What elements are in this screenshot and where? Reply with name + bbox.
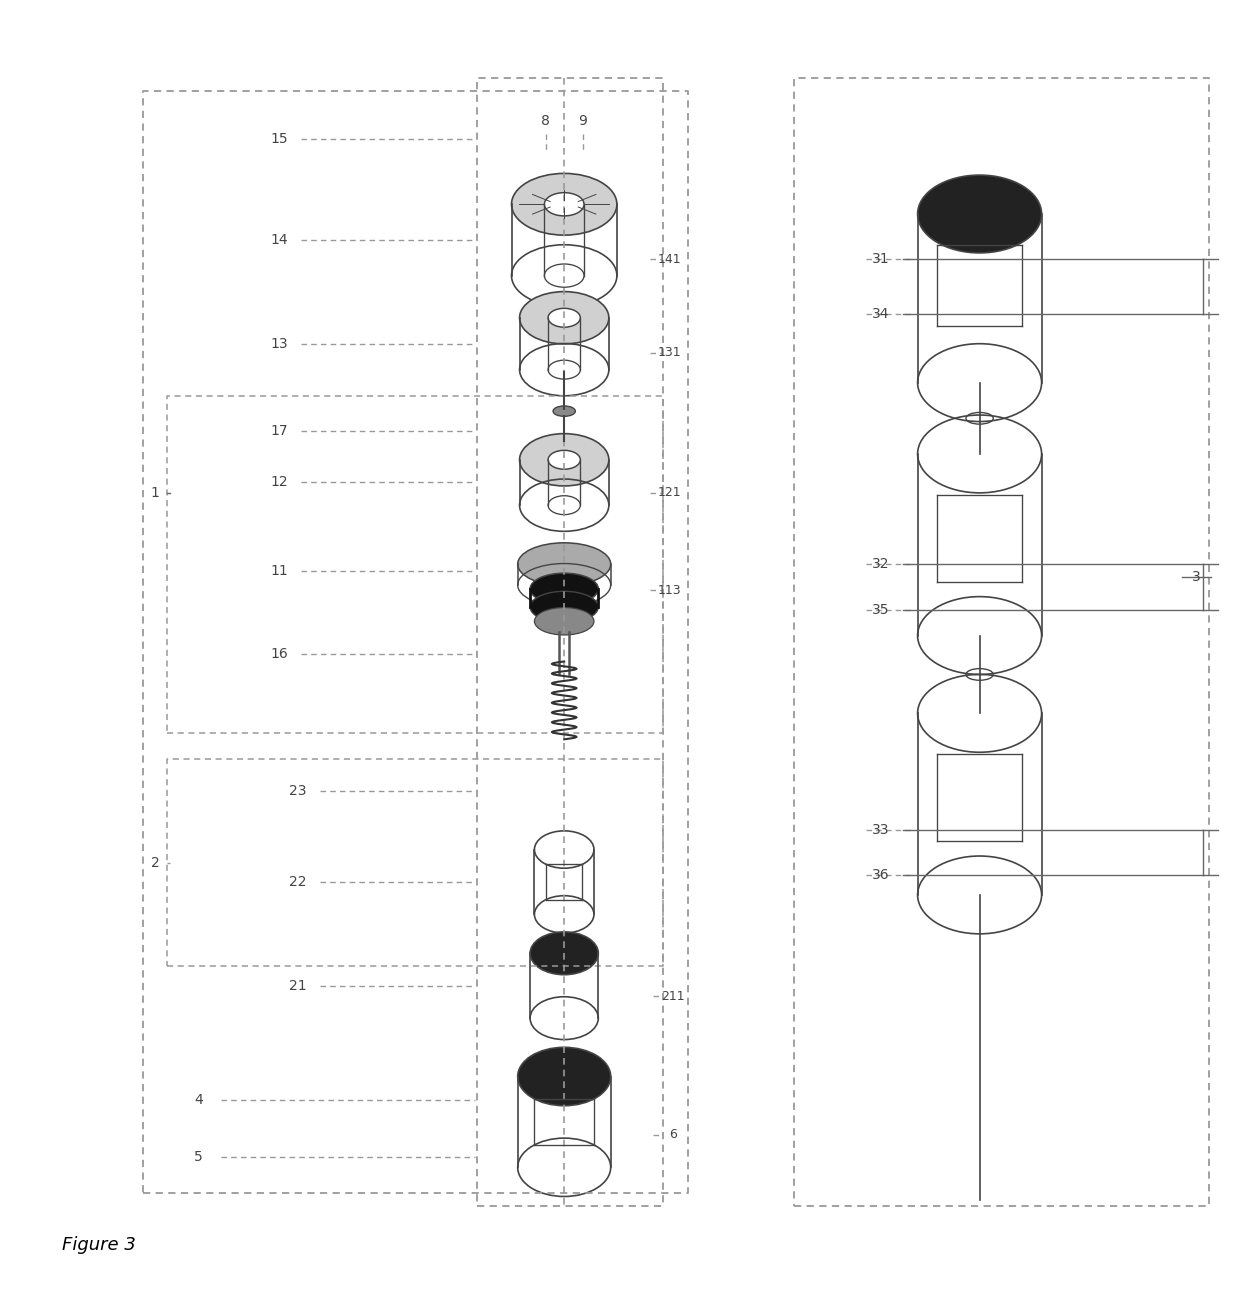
Text: 131: 131 — [657, 346, 682, 359]
Ellipse shape — [548, 450, 580, 470]
Ellipse shape — [512, 174, 618, 235]
Text: 5: 5 — [193, 1150, 203, 1163]
Text: 13: 13 — [270, 337, 288, 350]
Text: 121: 121 — [657, 486, 682, 499]
Text: 9: 9 — [578, 114, 588, 127]
Ellipse shape — [544, 193, 584, 215]
Ellipse shape — [531, 591, 599, 623]
Text: 36: 36 — [872, 869, 889, 882]
Text: 6: 6 — [670, 1128, 677, 1141]
Ellipse shape — [518, 542, 611, 585]
Ellipse shape — [531, 931, 599, 975]
Ellipse shape — [520, 292, 609, 344]
Text: 31: 31 — [872, 253, 889, 266]
Text: 3: 3 — [1192, 571, 1202, 584]
Text: 14: 14 — [270, 233, 288, 246]
Text: 33: 33 — [872, 824, 889, 837]
Text: 22: 22 — [289, 875, 306, 888]
Ellipse shape — [518, 1048, 611, 1105]
Text: 11: 11 — [270, 564, 288, 577]
Text: 1: 1 — [150, 486, 160, 499]
Text: 32: 32 — [872, 558, 889, 571]
Text: 8: 8 — [541, 114, 551, 127]
Ellipse shape — [548, 309, 580, 327]
Text: 23: 23 — [289, 785, 306, 798]
Text: 2: 2 — [150, 856, 160, 869]
Text: 4: 4 — [193, 1093, 203, 1106]
Ellipse shape — [553, 406, 575, 416]
Ellipse shape — [534, 607, 594, 636]
Text: 211: 211 — [661, 990, 686, 1003]
Ellipse shape — [531, 573, 599, 604]
Text: 15: 15 — [270, 132, 288, 145]
Ellipse shape — [520, 433, 609, 486]
Text: 113: 113 — [657, 584, 682, 597]
Text: 16: 16 — [270, 647, 288, 660]
Text: 141: 141 — [657, 253, 682, 266]
Text: 12: 12 — [270, 476, 288, 489]
Text: 21: 21 — [289, 979, 306, 992]
Text: 17: 17 — [270, 424, 288, 437]
Text: 35: 35 — [872, 603, 889, 616]
Ellipse shape — [918, 175, 1042, 253]
Text: Figure 3: Figure 3 — [62, 1236, 136, 1254]
Text: 34: 34 — [872, 307, 889, 320]
